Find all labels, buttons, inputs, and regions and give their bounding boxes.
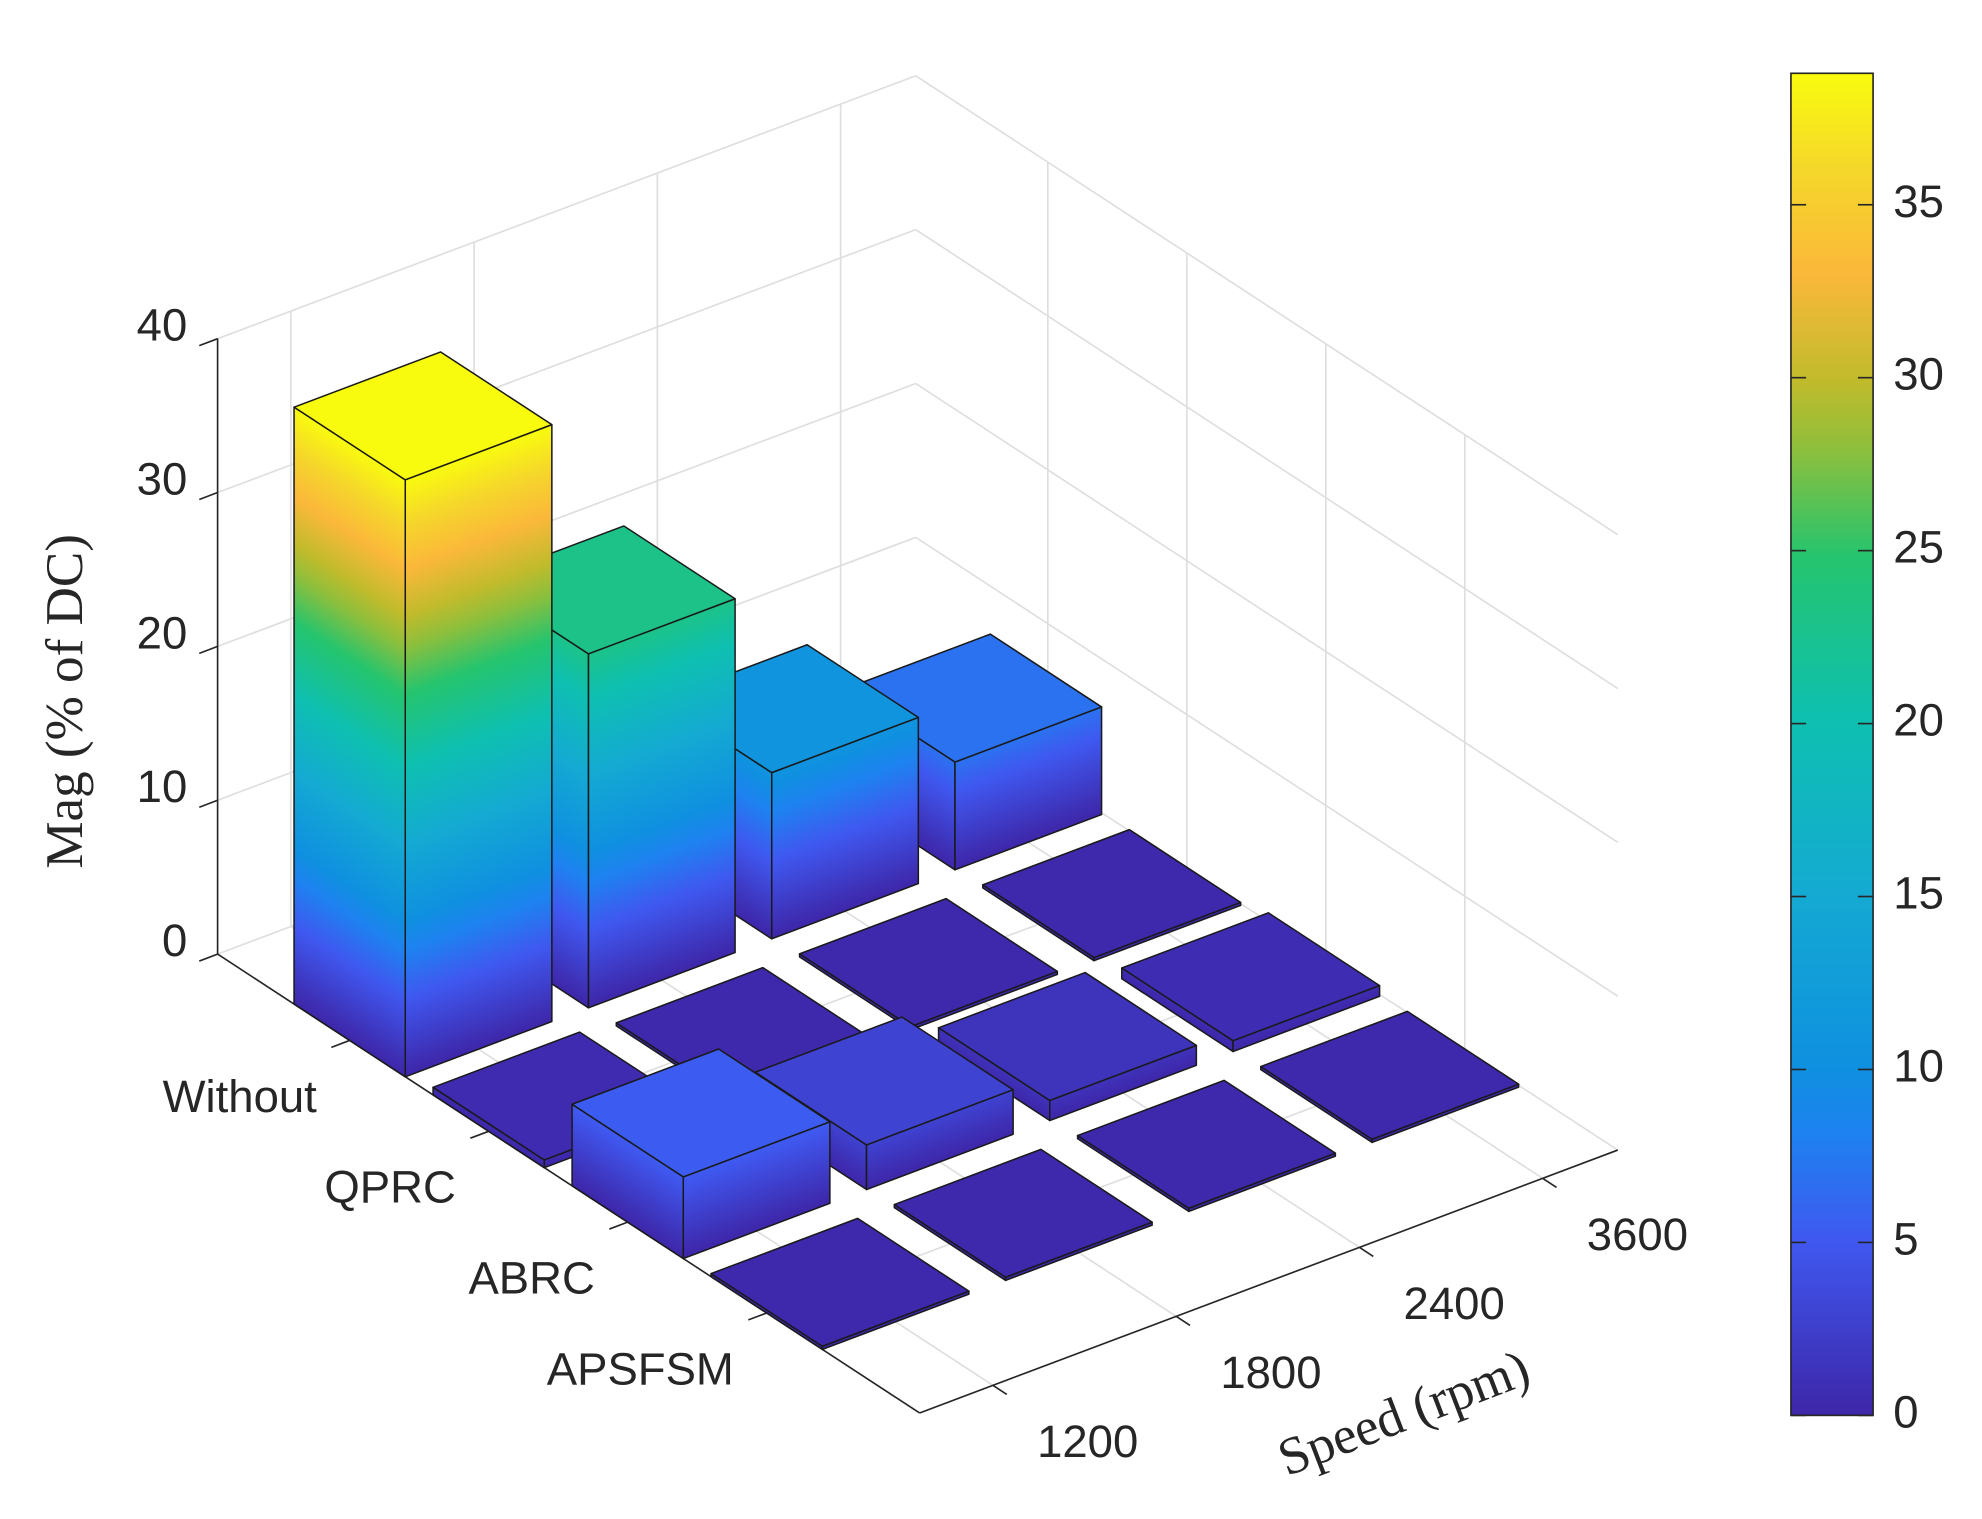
z-tick (198, 799, 218, 808)
z-tick-label: 40 (137, 300, 188, 351)
z-tick-label: 0 (162, 915, 187, 966)
bar (893, 1148, 1153, 1282)
z-tick (198, 491, 218, 501)
bar (710, 1217, 970, 1351)
bar-top (798, 897, 1059, 1028)
z-tick (198, 337, 218, 347)
bar-top (1260, 1010, 1520, 1141)
speed-tick (992, 1384, 1008, 1396)
speed-tick-label: 3600 (1587, 1209, 1688, 1260)
bar-face (404, 423, 553, 1078)
grid-line (915, 228, 1619, 690)
bar (571, 1048, 831, 1260)
bar-top (893, 1148, 1153, 1279)
method-tick (470, 1130, 489, 1139)
z-axis-label: Mag (% of DC) (36, 534, 94, 869)
bar (1076, 1079, 1337, 1213)
bar-top (937, 971, 1198, 1102)
colorbar-tick-label: 5 (1893, 1213, 1918, 1264)
colorbar-tick-label: 30 (1893, 349, 1944, 400)
bar-top (710, 1217, 970, 1348)
colorbar-tick-label: 35 (1893, 176, 1944, 227)
method-tick (609, 1221, 628, 1230)
colorbar-tick-label: 25 (1893, 522, 1944, 573)
bar-top (1076, 1079, 1337, 1210)
speed-tick (1175, 1315, 1191, 1327)
speed-axis (919, 1149, 1619, 1414)
bar (937, 971, 1198, 1122)
grid-line (915, 536, 1619, 997)
speed-tick-label: 1200 (1037, 1416, 1138, 1467)
bar-top (982, 828, 1242, 959)
method-tick-label: Without (163, 1071, 318, 1122)
grid-line (217, 75, 917, 340)
speed-tick (1358, 1246, 1374, 1258)
grid-line (915, 75, 1619, 536)
colorbar-tick-label: 15 (1893, 868, 1944, 919)
speed-tick-label: 1800 (1220, 1347, 1321, 1398)
bar-top (571, 1048, 831, 1178)
bar-top (293, 351, 553, 481)
grid-line (915, 382, 1619, 844)
z-tick-label: 30 (137, 453, 188, 504)
method-tick (331, 1039, 350, 1049)
bar (1260, 1010, 1520, 1144)
method-tick-label: QPRC (324, 1162, 455, 1213)
bar (798, 897, 1059, 1031)
bar-face (587, 597, 736, 1009)
colorbar-tick-label: 20 (1893, 695, 1944, 746)
colorbar-tick-label: 10 (1893, 1040, 1944, 1091)
z-tick-label: 10 (137, 761, 188, 812)
z-tick-label: 20 (137, 607, 188, 658)
method-tick-label: APSFSM (547, 1343, 734, 1394)
method-tick (748, 1312, 767, 1321)
z-tick (198, 645, 218, 655)
bar (1121, 912, 1381, 1053)
method-tick-label: ABRC (468, 1253, 594, 1304)
bar-face (293, 406, 407, 1078)
bar (982, 828, 1242, 962)
bar (293, 351, 553, 1078)
speed-tick-label: 2400 (1404, 1278, 1505, 1329)
speed-tick (1542, 1177, 1557, 1189)
colorbar-tick-label: 0 (1893, 1386, 1918, 1437)
z-tick (198, 953, 218, 962)
bar-top (1121, 912, 1381, 1042)
colorbar (1790, 72, 1874, 1417)
